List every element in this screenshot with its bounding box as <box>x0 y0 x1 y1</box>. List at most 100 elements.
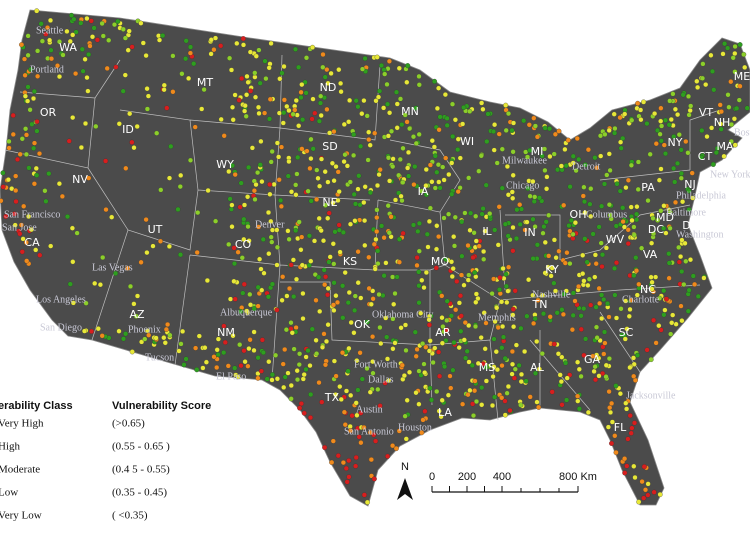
site-dot <box>509 348 515 355</box>
site-dot <box>612 130 618 136</box>
site-dot <box>644 347 650 353</box>
site-dot <box>299 234 305 240</box>
state-label: OK <box>354 318 371 331</box>
site-dot <box>437 185 443 191</box>
site-dot <box>480 206 486 212</box>
site-dot <box>426 322 432 328</box>
site-dot <box>246 346 252 352</box>
site-dot <box>613 260 620 266</box>
site-dot <box>631 463 637 469</box>
site-dot <box>687 107 693 114</box>
site-dot <box>467 387 473 393</box>
site-dot <box>652 111 658 117</box>
city-label: Philadelphia <box>676 190 727 201</box>
site-dot <box>481 248 487 255</box>
site-dot <box>251 329 257 335</box>
site-dot <box>396 236 402 242</box>
site-dot <box>85 88 91 94</box>
site-dot <box>232 92 238 98</box>
site-dot <box>604 172 610 178</box>
state-label: IA <box>418 185 429 198</box>
site-dot <box>222 339 228 345</box>
site-dot <box>33 165 39 171</box>
site-dot <box>512 366 518 372</box>
site-dot <box>228 67 235 73</box>
site-dot <box>374 182 381 189</box>
site-dot <box>29 121 35 127</box>
site-dot <box>227 196 233 202</box>
site-dot <box>24 258 30 264</box>
site-dot <box>325 215 331 221</box>
site-dot <box>425 244 431 250</box>
site-dot <box>286 285 293 292</box>
site-dot <box>650 215 656 221</box>
site-dot <box>21 203 27 209</box>
site-dot <box>420 417 426 423</box>
site-dot <box>245 194 251 200</box>
site-dot <box>679 318 685 324</box>
site-dot <box>556 128 562 134</box>
site-dot <box>678 254 684 260</box>
site-dot <box>308 136 314 142</box>
site-dot <box>199 106 205 112</box>
site-dot <box>614 181 620 187</box>
site-dot <box>629 217 635 223</box>
site-dot <box>532 123 538 129</box>
site-dot <box>604 300 611 307</box>
site-dot <box>370 334 376 340</box>
site-dot <box>449 160 455 166</box>
site-dot <box>257 162 263 168</box>
state-label: SC <box>619 326 634 339</box>
site-dot <box>494 305 500 311</box>
site-dot <box>558 163 564 169</box>
site-dot <box>404 397 410 403</box>
site-dot <box>609 419 615 425</box>
site-dot <box>661 312 667 318</box>
site-dot <box>546 212 552 218</box>
site-dot <box>267 191 273 197</box>
site-dot <box>84 75 90 81</box>
site-dot <box>576 283 582 290</box>
site-dot <box>279 297 285 303</box>
site-dot <box>466 359 472 365</box>
state-label: NC <box>640 283 656 296</box>
site-dot <box>384 356 391 362</box>
site-dot <box>396 172 402 178</box>
site-dot <box>670 91 676 97</box>
site-dot <box>288 320 294 326</box>
site-dot <box>26 165 32 171</box>
site-dot <box>308 198 314 204</box>
site-dot <box>458 313 464 319</box>
site-dot <box>377 324 383 331</box>
site-dot <box>345 300 351 306</box>
site-dot <box>434 388 440 395</box>
site-dot <box>226 241 232 247</box>
site-dot <box>331 358 337 364</box>
site-dot <box>470 401 476 407</box>
site-dot <box>658 118 664 124</box>
site-dot <box>661 225 667 231</box>
site-dot <box>439 397 445 403</box>
site-dot <box>257 80 263 86</box>
site-dot <box>495 324 501 331</box>
site-dots <box>0 8 750 505</box>
site-dot <box>690 195 696 201</box>
site-dot <box>258 266 264 272</box>
site-dot <box>679 268 685 275</box>
site-dot <box>551 151 557 157</box>
site-dot <box>510 224 516 231</box>
site-dot <box>675 112 681 118</box>
site-dot <box>361 199 367 206</box>
site-dot <box>565 137 571 143</box>
site-dot <box>467 108 473 114</box>
site-dot <box>230 117 236 123</box>
city-label: Detroit <box>572 161 601 172</box>
site-dot <box>725 45 731 51</box>
site-dot <box>558 379 564 385</box>
site-dot <box>187 157 194 163</box>
north-arrow-shape <box>397 478 413 500</box>
legend-class: High <box>0 441 21 453</box>
site-dot <box>97 282 103 288</box>
site-dot <box>288 189 295 195</box>
city-label: Fort Worth <box>354 359 398 370</box>
